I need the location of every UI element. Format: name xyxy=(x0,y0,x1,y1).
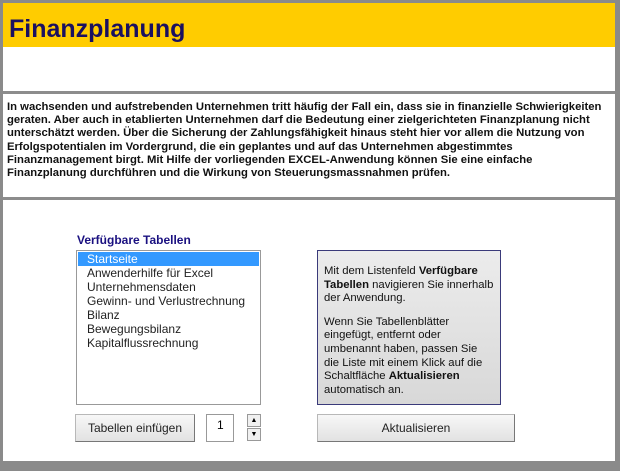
info-box: Mit dem Listenfeld Verfügbare Tabellen n… xyxy=(317,250,501,405)
list-item[interactable]: Startseite xyxy=(78,252,259,266)
worksheet: Finanzplanung In wachsenden und aufstreb… xyxy=(3,3,615,461)
header-bar: Finanzplanung xyxy=(3,3,615,47)
spin-up-icon[interactable]: ▲ xyxy=(247,414,261,427)
info-text: Wenn Sie Tabellenblätter eingefügt, entf… xyxy=(324,315,483,383)
list-item[interactable]: Kapitalflussrechnung xyxy=(87,336,199,350)
info-text-bold: Verfügbare Tabellen xyxy=(324,265,478,291)
intro-text: In wachsenden und aufstrebenden Unterneh… xyxy=(7,101,602,180)
list-label: Verfügbare Tabellen xyxy=(77,233,191,247)
list-item[interactable]: Anwenderhilfe für Excel xyxy=(87,266,214,280)
divider xyxy=(3,91,615,94)
list-item[interactable]: Bilanz xyxy=(87,308,120,322)
info-text-bold: Aktualisieren xyxy=(388,370,460,383)
tables-listbox[interactable]: Startseite Anwenderhilfe für Excel Unter… xyxy=(76,250,261,405)
info-text: automatisch an. xyxy=(324,383,404,396)
info-text: navigieren Sie innerhalb der Anwendung. xyxy=(324,278,494,305)
list-item[interactable]: Unternehmensdaten xyxy=(87,280,196,294)
spin-down-icon[interactable]: ▼ xyxy=(247,428,261,441)
insert-tables-button[interactable]: Tabellen einfügen xyxy=(75,414,195,442)
divider xyxy=(3,197,615,200)
info-text: Mit dem Listenfeld xyxy=(324,265,419,277)
refresh-button[interactable]: Aktualisieren xyxy=(317,414,515,442)
list-item[interactable]: Gewinn- und Verlustrechnung xyxy=(87,294,246,308)
window-frame-bottom xyxy=(0,461,620,471)
list-item[interactable]: Bewegungsbilanz xyxy=(87,322,182,336)
count-input[interactable]: 1 xyxy=(206,414,234,442)
page-title: Finanzplanung xyxy=(9,15,186,43)
